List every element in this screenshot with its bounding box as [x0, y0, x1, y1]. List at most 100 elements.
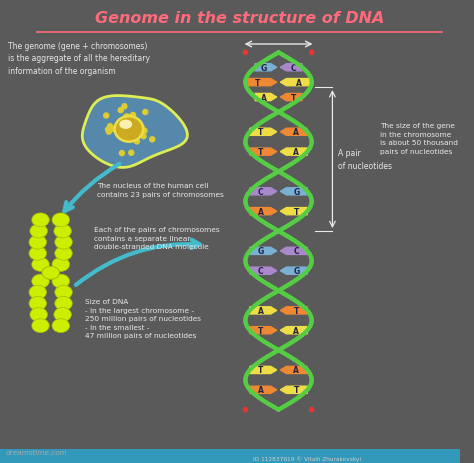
Text: T: T [255, 78, 261, 88]
Circle shape [243, 51, 247, 55]
Circle shape [118, 108, 123, 113]
Text: A pair
of nucleotides: A pair of nucleotides [338, 149, 392, 170]
Text: G: G [293, 188, 300, 196]
Text: A: A [293, 366, 299, 375]
Text: C: C [258, 267, 264, 275]
FancyArrow shape [281, 149, 307, 156]
Ellipse shape [115, 117, 143, 142]
Circle shape [126, 115, 130, 120]
Text: T: T [294, 207, 299, 216]
Text: A: A [261, 94, 267, 102]
Text: Genome in the structure of DNA: Genome in the structure of DNA [95, 11, 384, 26]
FancyArrow shape [281, 248, 307, 255]
Circle shape [130, 113, 136, 118]
Text: The size of the gene
in the chromosome
is about 50 thousand
pairs of nucleotides: The size of the gene in the chromosome i… [380, 123, 458, 155]
Circle shape [104, 114, 109, 119]
Text: T: T [291, 94, 296, 102]
FancyArrow shape [281, 208, 307, 215]
Text: T: T [258, 366, 264, 375]
Text: A: A [258, 386, 264, 394]
Text: T: T [258, 326, 264, 335]
FancyArrow shape [250, 248, 277, 255]
FancyArrow shape [281, 268, 307, 275]
FancyArrow shape [255, 64, 277, 72]
FancyArrow shape [250, 307, 277, 314]
Circle shape [141, 134, 146, 139]
Text: The genome (gene + chromosomes)
is the aggregate of all the hereditary
informati: The genome (gene + chromosomes) is the a… [8, 42, 150, 75]
Text: C: C [293, 247, 299, 256]
Ellipse shape [32, 213, 49, 227]
Ellipse shape [30, 308, 47, 322]
Text: G: G [261, 63, 267, 73]
FancyArrow shape [281, 307, 307, 314]
FancyArrow shape [281, 94, 302, 101]
Text: A: A [293, 326, 299, 335]
FancyArrow shape [281, 129, 307, 136]
Text: ID 112837619 © Vitalii Zhurakovskyi: ID 112837619 © Vitalii Zhurakovskyi [253, 455, 361, 461]
Ellipse shape [52, 213, 70, 227]
Text: T: T [258, 148, 264, 157]
Ellipse shape [32, 319, 49, 333]
Text: A: A [293, 128, 299, 137]
Ellipse shape [29, 247, 46, 261]
Text: T: T [258, 128, 264, 137]
Bar [0, 449, 460, 463]
FancyArrow shape [281, 327, 307, 334]
Text: A: A [258, 306, 264, 315]
FancyArrow shape [281, 64, 302, 72]
Ellipse shape [52, 319, 70, 333]
Circle shape [123, 131, 128, 136]
Ellipse shape [29, 236, 46, 250]
Ellipse shape [54, 308, 72, 322]
Ellipse shape [55, 286, 72, 300]
Circle shape [129, 151, 134, 156]
Ellipse shape [29, 297, 46, 311]
Ellipse shape [32, 258, 49, 272]
Text: The nucleus of the human cell
contains 23 pairs of chromosomes: The nucleus of the human cell contains 2… [97, 183, 223, 197]
Circle shape [122, 105, 127, 110]
FancyArrow shape [250, 327, 277, 334]
FancyArrow shape [281, 79, 312, 87]
Ellipse shape [29, 286, 46, 300]
Ellipse shape [52, 275, 70, 288]
Text: A: A [293, 148, 299, 157]
Circle shape [134, 139, 139, 144]
Circle shape [143, 110, 148, 115]
FancyArrow shape [255, 94, 277, 101]
FancyArrow shape [250, 188, 277, 195]
Circle shape [118, 128, 124, 133]
Text: A: A [296, 78, 302, 88]
Circle shape [142, 129, 147, 134]
FancyArrow shape [281, 188, 307, 195]
Ellipse shape [32, 275, 49, 288]
Circle shape [106, 128, 110, 133]
Text: Size of DNA
- In the largest chromosome -
250 million pairs of nucleotides
- In : Size of DNA - In the largest chromosome … [85, 299, 201, 338]
Text: G: G [258, 247, 264, 256]
Polygon shape [82, 96, 187, 168]
Text: C: C [290, 63, 296, 73]
Circle shape [139, 126, 144, 131]
Ellipse shape [119, 120, 132, 130]
FancyArrow shape [250, 268, 277, 275]
Ellipse shape [42, 267, 59, 280]
Circle shape [119, 151, 125, 156]
Text: G: G [293, 267, 300, 275]
Ellipse shape [55, 297, 72, 311]
Circle shape [150, 138, 155, 143]
Circle shape [125, 135, 130, 140]
Circle shape [243, 407, 247, 412]
Text: T: T [294, 306, 299, 315]
FancyArrow shape [250, 367, 277, 374]
Text: C: C [258, 188, 264, 196]
Circle shape [124, 115, 129, 120]
Ellipse shape [52, 258, 70, 272]
Text: dreamstime.com: dreamstime.com [6, 449, 67, 455]
Ellipse shape [30, 225, 47, 238]
Text: T: T [294, 386, 299, 394]
FancyArrow shape [281, 386, 307, 394]
Ellipse shape [54, 225, 72, 238]
Circle shape [310, 407, 314, 412]
FancyArrow shape [281, 367, 307, 374]
Ellipse shape [55, 236, 72, 250]
Circle shape [106, 130, 111, 135]
